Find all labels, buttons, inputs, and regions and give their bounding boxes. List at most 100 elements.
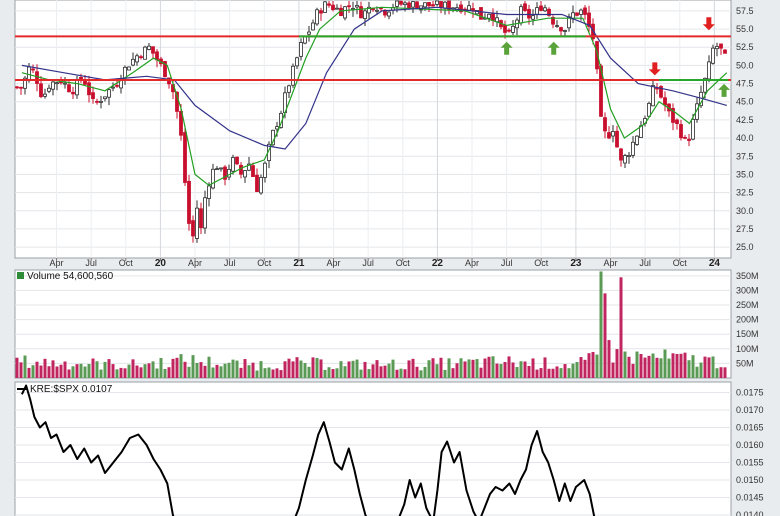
volume-bar — [667, 358, 671, 378]
volume-bar — [695, 366, 699, 378]
candle-body — [535, 7, 539, 15]
candle-body — [599, 65, 603, 117]
candle-body — [563, 30, 567, 32]
candle-body — [143, 46, 147, 60]
volume-bar — [343, 366, 347, 378]
volume-bar — [419, 370, 423, 378]
volume-bar — [647, 355, 651, 378]
candle-body — [603, 117, 607, 132]
candle-body — [683, 136, 687, 139]
price-panel: 25.0 27.5 30.0 32.5 35.0 37.5 40.0 42.5 45.0 47.5… — [14, 0, 754, 269]
candle-body — [707, 61, 711, 80]
x-tick-label: 22 — [432, 258, 444, 269]
ratio-plot-area — [14, 381, 732, 516]
x-tick-label: Jul — [501, 258, 513, 268]
candle-body — [459, 4, 463, 13]
volume-bar — [467, 359, 471, 378]
volume-bar — [619, 277, 623, 378]
volume-bar — [327, 367, 331, 378]
volume-bar — [339, 361, 343, 378]
x-tick-label: Oct — [119, 258, 134, 268]
volume-bar — [55, 366, 59, 378]
volume-bar — [535, 369, 539, 378]
candle-body — [291, 65, 295, 86]
volume-title: Volume 54,600,560 — [27, 271, 114, 282]
candle-body — [443, 1, 447, 9]
volume-bar — [483, 358, 487, 378]
volume-y-tick-label: 350M — [736, 271, 759, 281]
candle-body — [611, 131, 615, 137]
volume-bar — [399, 368, 403, 378]
candle-body — [263, 162, 267, 178]
candle-body — [467, 5, 471, 11]
volume-bar — [563, 364, 567, 378]
volume-bar — [355, 359, 359, 378]
volume-bar — [259, 361, 263, 378]
volume-bar — [587, 353, 591, 378]
volume-bar — [351, 360, 355, 378]
candle-body — [439, 1, 443, 9]
candle-body — [427, 2, 431, 7]
volume-bar — [691, 355, 695, 378]
volume-y-tick-label: 150M — [736, 329, 759, 339]
ratio-gridlines — [15, 392, 731, 516]
candle-body — [19, 86, 23, 89]
volume-bar — [147, 363, 151, 378]
volume-bar — [207, 356, 211, 378]
candle-body — [503, 24, 507, 33]
price-y-tick-label: 27.5 — [736, 224, 754, 234]
x-tick-label: Jul — [639, 258, 651, 268]
volume-bar — [239, 367, 243, 378]
volume-bar — [119, 367, 123, 378]
candle-body — [23, 77, 27, 89]
volume-bar — [43, 358, 47, 378]
volume-bar — [63, 361, 67, 378]
volume-bar — [659, 358, 663, 378]
ratio-line — [20, 384, 596, 516]
volume-bar — [83, 366, 87, 378]
candle-body — [687, 138, 691, 141]
volume-bar — [187, 366, 191, 378]
volume-y-tick-label: 100M — [736, 344, 759, 354]
volume-bar — [623, 351, 627, 378]
candle-body — [215, 168, 219, 171]
volume-bar — [715, 368, 719, 378]
candle-body — [359, 6, 363, 19]
volume-bar — [451, 368, 455, 378]
volume-bar — [359, 369, 363, 378]
volume-bar — [123, 368, 127, 378]
volume-bar — [231, 359, 235, 378]
volume-bar — [551, 368, 555, 378]
volume-bar — [311, 357, 315, 378]
candle-body — [511, 25, 515, 33]
candle-body — [187, 180, 191, 224]
volume-bar — [391, 359, 395, 378]
candle-body — [523, 3, 527, 11]
volume-bar — [583, 359, 587, 378]
x-tick-label: Oct — [534, 258, 549, 268]
ratio-y-tick-label: 0.0145 — [736, 493, 764, 503]
volume-bar — [707, 357, 711, 378]
up-arrow-icon — [500, 41, 513, 55]
candle-body — [43, 93, 47, 97]
volume-bar — [591, 351, 595, 378]
volume-bar — [115, 369, 119, 378]
volume-bar — [227, 362, 231, 378]
price-plot-area — [14, 0, 732, 259]
volume-bar — [379, 366, 383, 378]
candle-body — [587, 12, 591, 27]
candle-body — [371, 8, 375, 11]
volume-bar — [387, 363, 391, 378]
candle-body — [367, 6, 371, 14]
volume-bar — [91, 358, 95, 378]
volume-bar — [171, 358, 175, 378]
volume-bar — [347, 361, 351, 378]
candle-body — [675, 119, 679, 124]
x-tick-label: 20 — [155, 258, 167, 269]
candle-body — [315, 9, 319, 25]
x-tick-label: Jul — [85, 258, 97, 268]
ratio-title: KRE:$SPX 0.0107 — [30, 384, 113, 395]
candle-body — [287, 85, 291, 93]
volume-y-axis: 50M 100M 150M 200M 250M 300M 350M — [736, 271, 759, 369]
up-arrow-icon — [547, 41, 560, 55]
